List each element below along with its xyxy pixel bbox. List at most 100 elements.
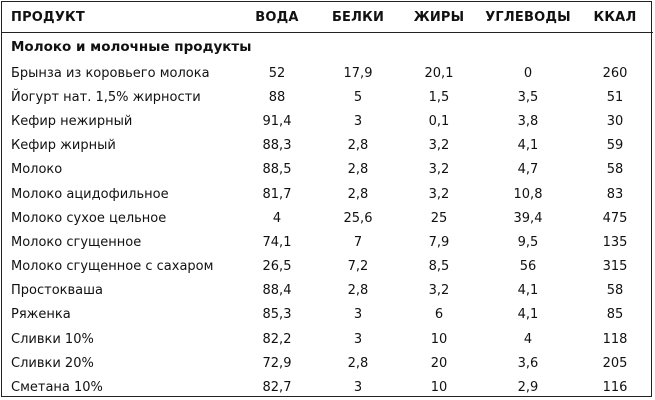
cell-kcal: 205 [602,355,628,371]
table-row: Сливки 10% 82,2 3 10 4 118 [2,327,653,351]
cell-product: Кефир нежирный [11,113,133,129]
cell-fat: 3,2 [428,283,450,299]
cell-carbs: 56 [519,259,537,275]
cell-water: 82,2 [262,331,292,347]
table-row: Сливки 20% 72,9 2,8 20 3,6 205 [2,351,653,375]
cell-carbs: 4 [523,331,533,347]
table-row: Молоко сухое цельное 4 25,6 25 39,4 475 [2,206,653,230]
cell-carbs: 3,5 [517,89,539,105]
cell-kcal: 116 [602,380,628,396]
header-protein: БЕЛКИ [317,2,399,33]
cell-product: Ряженка [11,307,71,323]
table-row: Молоко сгущенное 74,1 7 7,9 9,5 135 [2,230,653,254]
cell-kcal: 51 [606,89,624,105]
cell-kcal: 83 [606,186,624,202]
header-fat: ЖИРЫ [399,2,479,33]
cell-water: 26,5 [262,259,292,275]
cell-carbs: 9,5 [517,234,539,250]
cell-protein: 2,8 [347,162,369,178]
cell-water: 52 [268,65,286,81]
table-row: Брынза из коровьего молока 52 17,9 20,1 0 260 [2,61,653,85]
cell-water: 88,3 [262,138,292,154]
cell-fat: 10 [430,331,448,347]
cell-carbs: 2,9 [517,380,539,396]
cell-protein: 3 [353,331,363,347]
cell-protein: 17,9 [343,65,373,81]
cell-fat: 0,1 [428,113,450,129]
cell-protein: 2,8 [347,186,369,202]
cell-kcal: 260 [602,65,628,81]
cell-product: Молоко сгущенное с сахаром [11,259,214,275]
cell-fat: 1,5 [428,89,450,105]
cell-fat: 3,2 [428,162,450,178]
cell-protein: 3 [353,113,363,129]
table-row: Йогурт нат. 1,5% жирности 88 5 1,5 3,5 51 [2,85,653,109]
header-carbs: УГЛЕВОДЫ [479,2,577,33]
cell-fat: 6 [434,307,444,323]
cell-fat: 25 [430,210,448,226]
cell-kcal: 30 [606,113,624,129]
cell-product: Сливки 20% [11,355,94,371]
cell-carbs: 39,4 [513,210,543,226]
cell-carbs: 3,6 [517,355,539,371]
cell-water: 88,4 [262,283,292,299]
header-product: ПРОДУКТ [2,2,237,33]
group-title: Молоко и молочные продукты [11,39,252,55]
cell-kcal: 58 [606,162,624,178]
cell-product: Кефир жирный [11,138,116,154]
cell-kcal: 118 [602,331,628,347]
cell-product: Молоко ацидофильное [11,186,169,202]
cell-carbs: 0 [523,65,533,81]
cell-protein: 5 [353,89,363,105]
cell-kcal: 85 [606,307,624,323]
cell-water: 91,4 [262,113,292,129]
cell-fat: 8,5 [428,259,450,275]
cell-kcal: 135 [602,234,628,250]
cell-carbs: 10,8 [513,186,543,202]
cell-water: 88,5 [262,162,292,178]
cell-fat: 3,2 [428,186,450,202]
cell-protein: 25,6 [343,210,373,226]
cell-carbs: 4,1 [517,283,539,299]
cell-protein: 3 [353,307,363,323]
table-row: Молоко сгущенное с сахаром 26,5 7,2 8,5 56 31… [2,255,653,279]
table-row: Кефир нежирный 91,4 3 0,1 3,8 30 [2,109,653,133]
header-kcal: ККАЛ [577,2,653,33]
table-row: Молоко ацидофильное 81,7 2,8 3,2 10,8 83 [2,182,653,206]
header-water: ВОДА [237,2,317,33]
cell-fat: 3,2 [428,138,450,154]
cell-protein: 3 [353,380,363,396]
table-row: Молоко 88,5 2,8 3,2 4,7 58 [2,158,653,182]
cell-protein: 7,2 [347,259,369,275]
cell-product: Йогурт нат. 1,5% жирности [11,89,201,105]
cell-protein: 2,8 [347,283,369,299]
table-row: Ряженка 85,3 3 6 4,1 85 [2,303,653,327]
cell-protein: 7 [353,234,363,250]
cell-water: 81,7 [262,186,292,202]
cell-water: 4 [272,210,282,226]
cell-fat: 7,9 [428,234,450,250]
cell-carbs: 4,1 [517,138,539,154]
cell-water: 85,3 [262,307,292,323]
cell-product: Брынза из коровьего молока [11,65,210,81]
cell-water: 72,9 [262,355,292,371]
cell-water: 82,7 [262,380,292,396]
cell-carbs: 4,1 [517,307,539,323]
cell-product: Простокваша [11,283,103,299]
cell-kcal: 315 [602,259,628,275]
cell-product: Молоко [11,162,63,178]
cell-product: Сметана 10% [11,380,103,396]
cell-product: Молоко сгущенное [11,234,142,250]
cell-fat: 20,1 [424,65,454,81]
cell-water: 74,1 [262,234,292,250]
cell-product: Сливки 10% [11,331,94,347]
cell-kcal: 475 [602,210,628,226]
cell-protein: 2,8 [347,138,369,154]
cell-fat: 20 [430,355,448,371]
cell-protein: 2,8 [347,355,369,371]
table-row: Простокваша 88,4 2,8 3,2 4,1 58 [2,279,653,303]
cell-carbs: 3,8 [517,113,539,129]
header-row: ПРОДУКТ ВОДА БЕЛКИ ЖИРЫ УГЛЕВОДЫ ККАЛ [2,2,653,33]
